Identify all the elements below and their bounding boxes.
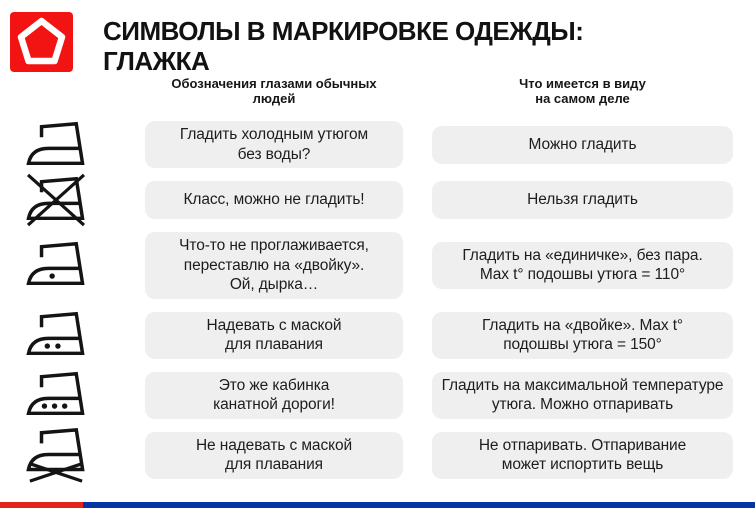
brand-logo [10,12,73,72]
table-row-iron-low-temp: Что-то не проглаживается, переставлю на … [0,232,755,299]
page-title-line2: ГЛАЖКА [103,46,210,76]
actual-label: Можно гладить [432,125,733,164]
table-row-iron-medium-temp: Надевать с маской для плавания Гладить н… [0,311,755,359]
naive-label: Не надевать с маской для плавания [145,431,403,479]
actual-label: Гладить на «двойке». Max t° подошвы утюг… [432,311,733,359]
column-header-actual: Что имеется в виду на самом деле [519,76,646,106]
iron-icon [0,118,112,172]
naive-label: Надевать с маской для плавания [145,311,403,359]
table-row-iron-allowed: Гладить холодным утюгом без воды? Можно … [0,121,755,168]
page-title-line1: СИМВОЛЫ В МАРКИРОВКЕ ОДЕЖДЫ: [103,16,584,46]
iron-two-dots-icon [0,308,112,362]
naive-label: Это же кабинка канатной дороги! [145,371,403,419]
symbol-table: Гладить холодным утюгом без воды? Можно … [0,121,755,492]
table-row-iron-high-temp: Это же кабинка канатной дороги! Гладить … [0,371,755,419]
actual-label: Гладить на «единичке», без пара. Max t° … [432,241,733,289]
pentagon-icon [17,17,66,65]
table-row-no-steam: Не надевать с маской для плавания Не отп… [0,427,755,483]
naive-label: Гладить холодным утюгом без воды? [145,121,403,168]
table-row-iron-forbidden: Класс, можно не гладить! Нельзя гладить [0,173,755,227]
iron-no-steam-icon [0,426,112,484]
iron-crossed-icon [0,173,112,227]
naive-label: Класс, можно не гладить! [145,181,403,219]
actual-label: Гладить на максимальной температуре утюг… [432,371,733,419]
actual-label: Нельзя гладить [432,181,733,219]
page-title: СИМВОЛЫ В МАРКИРОВКЕ ОДЕЖДЫ: ГЛАЖКА [103,16,584,76]
iron-one-dot-icon [0,238,112,292]
footer-stripe-red [0,502,83,508]
naive-label: Что-то не проглаживается, переставлю на … [145,232,403,299]
column-header-naive: Обозначения глазами обычных людей [171,76,377,106]
iron-three-dots-icon [0,368,112,422]
footer-stripe-blue [83,502,755,508]
actual-label: Не отпаривать. Отпаривание может испорти… [432,431,733,479]
